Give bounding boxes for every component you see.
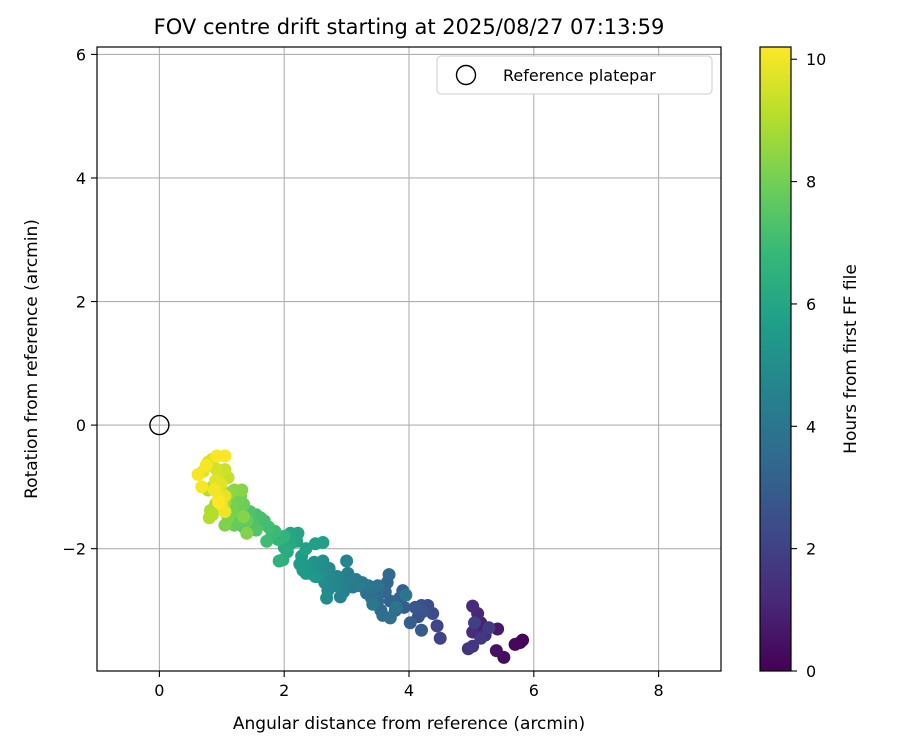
y-tick-label: 2 xyxy=(76,293,86,312)
data-point xyxy=(390,600,404,614)
data-point xyxy=(366,597,380,611)
colorbar-tick-label: 4 xyxy=(806,417,816,436)
data-point xyxy=(218,505,232,519)
data-point xyxy=(333,590,347,604)
data-point xyxy=(341,566,355,580)
data-points xyxy=(191,449,530,664)
data-point xyxy=(340,554,354,568)
x-axis-ticks: 0 2 4 6 8 xyxy=(154,671,664,700)
x-tick-label: 2 xyxy=(279,681,289,700)
data-point xyxy=(260,534,274,548)
data-point xyxy=(205,508,219,522)
data-point xyxy=(468,616,482,630)
data-point xyxy=(466,639,480,653)
data-point xyxy=(352,579,366,593)
colorbar-frame xyxy=(759,46,792,672)
data-point xyxy=(403,616,417,630)
colorbar-tick-label: 10 xyxy=(806,50,826,69)
data-point xyxy=(320,591,334,605)
y-axis-label: Rotation from reference (arcmin) xyxy=(22,219,42,499)
data-point xyxy=(466,599,480,613)
y-axis-ticks: −2 0 2 4 6 xyxy=(62,45,97,559)
colorbar-label: Hours from first FF file xyxy=(841,264,861,454)
colorbar-tick-label: 8 xyxy=(806,173,816,192)
data-point xyxy=(433,631,447,645)
data-point xyxy=(237,510,251,524)
y-tick-label: −2 xyxy=(62,540,86,559)
data-point xyxy=(383,611,397,625)
data-point xyxy=(207,483,221,497)
data-point xyxy=(272,554,286,568)
data-point xyxy=(489,644,503,658)
data-point xyxy=(408,600,422,614)
data-point xyxy=(195,480,209,494)
data-point xyxy=(371,579,385,593)
data-point xyxy=(414,623,428,637)
legend-label: Reference platepar xyxy=(503,66,656,85)
colorbar-tick-label: 2 xyxy=(806,540,816,559)
data-point xyxy=(218,518,232,532)
data-point xyxy=(508,637,522,651)
legend-marker xyxy=(455,64,477,86)
legend-box xyxy=(436,55,713,95)
colorbar-tick-label: 0 xyxy=(806,662,816,681)
y-tick-label: 0 xyxy=(76,416,86,435)
data-point xyxy=(212,495,226,509)
data-point xyxy=(191,468,205,482)
data-point xyxy=(482,621,496,635)
data-point xyxy=(474,631,488,645)
data-point xyxy=(240,526,254,540)
x-tick-label: 0 xyxy=(154,681,164,700)
colorbar-tick-label: 6 xyxy=(806,295,816,314)
x-tick-label: 6 xyxy=(529,681,539,700)
data-point xyxy=(430,619,444,633)
data-point xyxy=(299,542,313,556)
legend: Reference platepar xyxy=(436,55,713,95)
data-point xyxy=(199,458,213,472)
data-point xyxy=(382,568,396,582)
x-axis-label: Angular distance from reference (arcmin) xyxy=(233,714,585,734)
data-point xyxy=(399,588,413,602)
colorbar-fill xyxy=(760,47,791,671)
colorbar: 0 2 4 6 8 10 Hours from first FF file xyxy=(759,46,861,681)
y-tick-label: 6 xyxy=(76,45,86,64)
y-tick-label: 4 xyxy=(76,169,86,188)
data-point xyxy=(210,449,224,463)
colorbar-ticks: 0 2 4 6 8 10 xyxy=(791,50,826,681)
grid-lines xyxy=(97,47,721,671)
chart-title: FOV centre drift starting at 2025/08/27 … xyxy=(154,15,665,39)
reference-platepar-marker xyxy=(149,414,170,436)
x-tick-label: 8 xyxy=(654,681,664,700)
x-tick-label: 4 xyxy=(404,681,414,700)
reference-marker xyxy=(149,414,170,436)
